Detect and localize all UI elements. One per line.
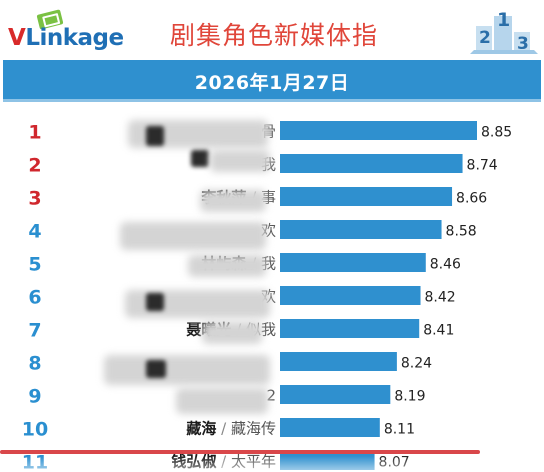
drama-title: 2 <box>266 387 276 405</box>
red-divider-line <box>0 450 480 454</box>
logo-v: V <box>8 25 26 51</box>
podium-step-3 <box>514 32 530 50</box>
redaction-blur <box>202 322 262 344</box>
bar-value-label: 8.85 <box>481 125 512 141</box>
rank-number: 4 <box>28 221 41 243</box>
redaction-blur <box>146 293 164 311</box>
bar-value-label: 8.74 <box>467 158 498 174</box>
podium-digit-2: 2 <box>479 28 491 48</box>
bar-value-label: 8.11 <box>384 422 415 438</box>
podium-step-1 <box>494 16 512 50</box>
bar-value-label: 8.42 <box>425 290 456 306</box>
row-label: 藏海 / 藏海传 <box>186 420 276 438</box>
rank-number: 2 <box>28 155 41 177</box>
separator: / <box>216 420 231 438</box>
redaction-blur <box>200 190 266 212</box>
rank-number: 6 <box>28 287 41 309</box>
bottom-fade <box>0 456 544 472</box>
bar <box>280 418 380 437</box>
header: VLinkage 剧集角色新媒体指 2 1 3 <box>0 0 544 60</box>
bar-value-label: 8.66 <box>456 191 487 207</box>
rank-number: 5 <box>28 254 41 276</box>
redaction-blur <box>104 355 270 385</box>
bar-value-label: 8.24 <box>401 356 432 372</box>
rank-number: 9 <box>28 386 41 408</box>
redaction-blur <box>120 222 266 250</box>
bar <box>280 352 397 371</box>
redaction-blur <box>210 150 270 172</box>
bar-value-label: 8.46 <box>430 257 461 273</box>
redaction-blur <box>146 126 164 146</box>
bar-value-label: 8.58 <box>446 224 477 240</box>
rank-number: 10 <box>22 419 48 441</box>
bar <box>280 220 442 239</box>
redaction-blur <box>176 388 268 414</box>
bar <box>280 319 420 338</box>
bar <box>280 154 463 173</box>
rank-number: 7 <box>28 320 41 342</box>
podium-base <box>470 50 538 54</box>
redaction-blur <box>188 255 266 277</box>
podium-digit-1: 1 <box>497 9 510 31</box>
logo-text: VLinkage <box>8 25 124 51</box>
date-banner: 2026年1月27日 <box>3 60 541 102</box>
rank-number: 8 <box>28 353 41 375</box>
date-label: 2026年1月27日 <box>194 72 350 94</box>
podium-step-2 <box>476 26 492 50</box>
bar <box>280 187 453 206</box>
character-name: 藏海 <box>186 420 216 438</box>
bar <box>280 286 421 305</box>
logo-rest: Linkage <box>25 25 124 51</box>
rank-number: 1 <box>28 122 41 144</box>
bar <box>280 385 391 404</box>
bar-value-label: 8.41 <box>423 323 454 339</box>
chart-title: 剧集角色新媒体指 <box>170 21 379 50</box>
redaction-blur <box>191 150 209 167</box>
bar <box>280 253 426 272</box>
bar <box>280 121 477 140</box>
bar-value-label: 8.19 <box>394 389 425 405</box>
rank-number: 3 <box>28 188 41 210</box>
vlinkage-logo: VLinkage <box>6 8 128 51</box>
row-label: 2 <box>266 387 276 405</box>
drama-title: 藏海传 <box>231 420 276 438</box>
redaction-blur <box>146 360 166 378</box>
podium-digit-3: 3 <box>517 34 529 54</box>
podium-icon: 2 1 3 <box>470 9 538 54</box>
